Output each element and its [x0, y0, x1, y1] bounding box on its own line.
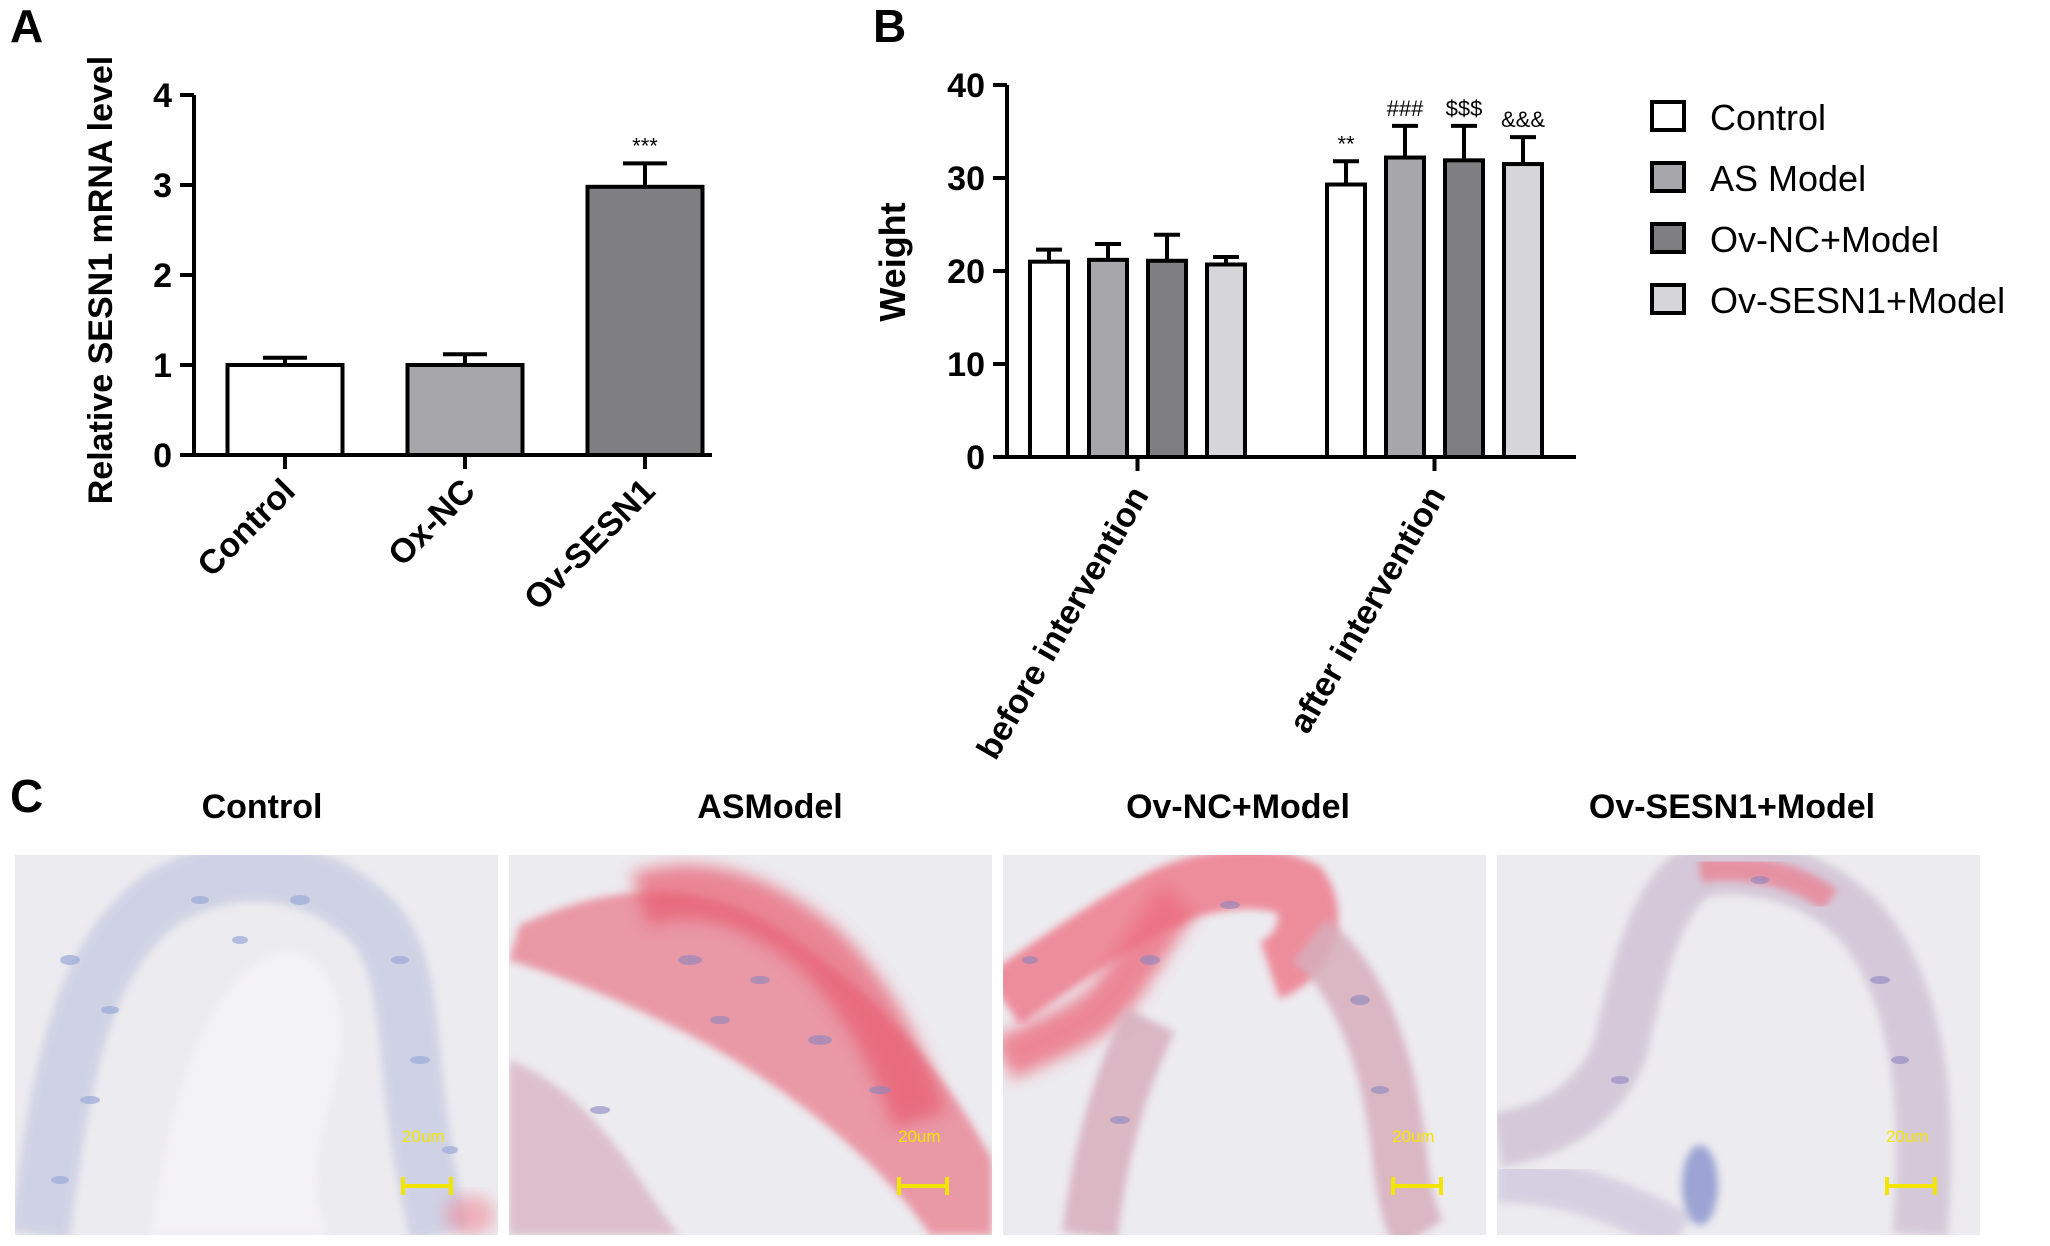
image-title-control: Control [202, 788, 323, 826]
chart-b-ytick-label: 10 [947, 346, 985, 384]
chart-b-bar [1502, 162, 1544, 460]
chart-b-ytick-label: 20 [947, 253, 985, 291]
chart-a-xtick-label: Ov-SESN1 [517, 472, 663, 618]
chart-b-bar [1028, 259, 1070, 460]
chart-b-bar [1384, 155, 1426, 459]
legend-label: Ov-NC+Model [1710, 219, 1939, 260]
chart-b: Weight 0 10 20 30 40 ** ### $$$ &&& before inte… [872, 67, 2005, 766]
chart-a-ytick-label: 3 [153, 167, 172, 205]
legend-swatch [1650, 283, 1686, 315]
chart-a-ytick-label: 2 [153, 257, 172, 295]
chart-b-xtick-label: after intervention [1282, 480, 1454, 740]
chart-b-significance: $$$ [1446, 96, 1483, 121]
scale-bar-label-2: 20um [898, 1127, 941, 1146]
chart-b-significance: &&& [1501, 107, 1545, 132]
chart-a-ytick-label: 0 [153, 437, 172, 475]
chart-a-bar [405, 363, 525, 457]
chart-b-ytick-label: 40 [947, 67, 985, 105]
image-title-ov-sesn1-model: Ov-SESN1+Model [1589, 788, 1875, 826]
legend-swatch [1650, 100, 1686, 132]
chart-b-legend: Control AS Model Ov-NC+Model Ov-SESN1+Model [1650, 97, 2005, 321]
chart-b-significance: ** [1337, 131, 1355, 156]
legend-swatch [1650, 161, 1686, 193]
legend-swatch [1650, 222, 1686, 254]
chart-b-bar [1325, 182, 1367, 459]
chart-b-bar [1146, 258, 1188, 459]
chart-a-bar [225, 363, 345, 457]
chart-a-bar [585, 184, 705, 458]
legend-label: AS Model [1710, 158, 1866, 199]
chart-a-xtick-label: Control [190, 472, 302, 584]
micrograph-as-model: 20um [509, 855, 992, 1235]
micrograph-ov-nc-model: 20um [1003, 855, 1486, 1235]
scale-bar-label-1: 20um [402, 1127, 445, 1146]
image-title-ov-nc-model: Ov-NC+Model [1126, 788, 1350, 826]
chart-b-bar [1205, 262, 1247, 459]
chart-b-ylabel: Weight [872, 202, 913, 321]
scale-bar-label-3: 20um [1392, 1127, 1435, 1146]
chart-a-xtick-label: Ox-NC [381, 472, 483, 574]
panel-label-c: C [10, 770, 43, 822]
panel-label-b: B [873, 0, 906, 52]
scale-bar-label-4: 20um [1886, 1127, 1929, 1146]
chart-b-ytick-label: 0 [966, 439, 985, 477]
panel-label-a: A [10, 0, 43, 52]
chart-a-ytick-label: 1 [153, 347, 172, 385]
micrograph-ov-sesn1-model: 20um [1497, 855, 1980, 1235]
chart-a-ylabel: Relative SESN1 mRNA level [82, 56, 120, 505]
micrograph-control: 20um [15, 855, 498, 1235]
legend-label: Ov-SESN1+Model [1710, 280, 2005, 321]
chart-b-xtick-label: before intervention [970, 480, 1157, 766]
chart-a-significance: *** [632, 133, 658, 158]
chart-b-ytick-label: 30 [947, 160, 985, 198]
legend-label: Control [1710, 97, 1826, 138]
chart-b-bar [1443, 158, 1485, 460]
chart-b-significance: ### [1387, 96, 1424, 121]
chart-a-ytick-label: 4 [153, 77, 172, 115]
image-title-as-model: ASModel [697, 788, 842, 826]
chart-b-bar [1087, 257, 1129, 459]
chart-a: Relative SESN1 mRNA level 0 1 2 3 4 *** Cont… [82, 56, 712, 618]
